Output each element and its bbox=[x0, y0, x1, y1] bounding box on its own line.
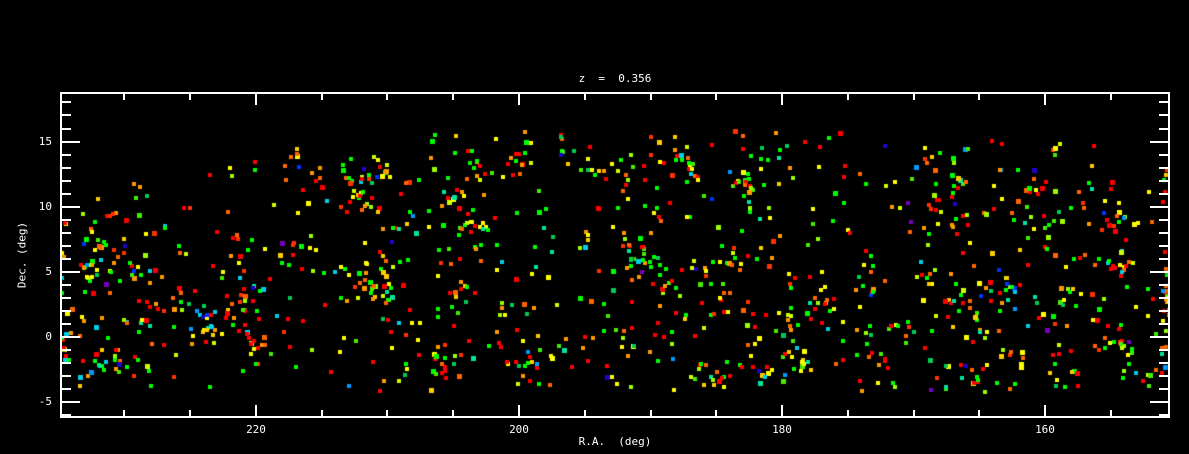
tick-mark bbox=[123, 94, 125, 100]
tick-mark bbox=[847, 94, 849, 100]
tick-mark bbox=[518, 94, 520, 105]
chart-title: z = 0.356 bbox=[578, 72, 652, 85]
tick-mark bbox=[1159, 180, 1168, 182]
tick-mark bbox=[781, 94, 783, 105]
tick-mark bbox=[584, 410, 586, 416]
tick-mark bbox=[847, 410, 849, 416]
y-tick-label: 0 bbox=[45, 330, 52, 343]
tick-mark bbox=[1159, 114, 1168, 116]
tick-mark bbox=[1110, 94, 1112, 100]
tick-mark bbox=[1159, 362, 1168, 364]
tick-mark bbox=[62, 219, 71, 221]
tick-mark bbox=[62, 245, 71, 247]
tick-mark bbox=[189, 410, 191, 416]
tick-mark bbox=[1159, 388, 1168, 390]
tick-mark bbox=[1110, 410, 1112, 416]
tick-mark bbox=[123, 410, 125, 416]
tick-mark bbox=[62, 414, 71, 416]
tick-mark bbox=[189, 94, 191, 100]
tick-mark bbox=[62, 388, 71, 390]
x-tick-label: 180 bbox=[772, 423, 792, 436]
tick-mark bbox=[1150, 336, 1168, 338]
tick-mark bbox=[518, 405, 520, 416]
tick-mark bbox=[1159, 245, 1168, 247]
tick-mark bbox=[255, 405, 257, 416]
tick-mark bbox=[1159, 193, 1168, 195]
tick-mark bbox=[715, 410, 717, 416]
tick-mark bbox=[62, 297, 71, 299]
tick-mark bbox=[62, 349, 71, 351]
tick-mark bbox=[1159, 167, 1168, 169]
tick-mark bbox=[1159, 101, 1168, 103]
y-tick-label: 15 bbox=[38, 135, 52, 148]
tick-mark bbox=[62, 167, 71, 169]
tick-mark bbox=[978, 94, 980, 100]
plot-area bbox=[60, 92, 1170, 418]
tick-mark bbox=[1159, 310, 1168, 312]
tick-mark bbox=[255, 94, 257, 105]
tick-mark bbox=[62, 323, 71, 325]
x-tick-label: 220 bbox=[246, 423, 266, 436]
tick-mark bbox=[1159, 323, 1168, 325]
tick-mark bbox=[62, 336, 80, 338]
tick-mark bbox=[781, 405, 783, 416]
tick-mark bbox=[1150, 206, 1168, 208]
tick-mark bbox=[62, 154, 71, 156]
y-tick-label: 10 bbox=[38, 200, 52, 213]
tick-mark bbox=[1159, 154, 1168, 156]
tick-mark bbox=[1044, 94, 1046, 105]
tick-mark bbox=[62, 362, 71, 364]
y-axis-title: Dec. (deg) bbox=[15, 221, 29, 289]
tick-mark bbox=[62, 375, 71, 377]
tick-mark bbox=[715, 94, 717, 100]
tick-mark bbox=[1159, 375, 1168, 377]
tick-mark bbox=[321, 94, 323, 100]
tick-mark bbox=[1159, 232, 1168, 234]
tick-mark bbox=[1044, 405, 1046, 416]
tick-mark bbox=[62, 141, 80, 143]
tick-mark bbox=[1159, 128, 1168, 130]
tick-mark bbox=[1159, 297, 1168, 299]
tick-mark bbox=[62, 258, 71, 260]
tick-mark bbox=[1150, 141, 1168, 143]
tick-mark bbox=[62, 114, 71, 116]
tick-mark bbox=[62, 101, 71, 103]
tick-mark bbox=[62, 271, 80, 273]
tick-mark bbox=[1150, 401, 1168, 403]
tick-mark bbox=[1159, 349, 1168, 351]
tick-mark bbox=[62, 401, 80, 403]
tick-mark bbox=[386, 410, 388, 416]
tick-mark bbox=[321, 410, 323, 416]
tick-mark bbox=[62, 310, 71, 312]
tick-mark bbox=[913, 94, 915, 100]
x-tick-label: 160 bbox=[1035, 423, 1055, 436]
tick-mark bbox=[584, 94, 586, 100]
tick-mark bbox=[62, 232, 71, 234]
tick-mark bbox=[452, 94, 454, 100]
tick-mark bbox=[62, 206, 80, 208]
tick-mark bbox=[1159, 414, 1168, 416]
tick-mark bbox=[386, 94, 388, 100]
tick-mark bbox=[1159, 258, 1168, 260]
tick-mark bbox=[62, 193, 71, 195]
tick-mark bbox=[62, 284, 71, 286]
tick-mark bbox=[978, 410, 980, 416]
y-tick-label: 5 bbox=[45, 265, 52, 278]
x-tick-label: 200 bbox=[509, 423, 529, 436]
tick-mark bbox=[62, 128, 71, 130]
tick-mark bbox=[1150, 271, 1168, 273]
tick-mark bbox=[913, 410, 915, 416]
tick-mark bbox=[62, 180, 71, 182]
tick-mark bbox=[650, 410, 652, 416]
tick-mark bbox=[650, 94, 652, 100]
tick-mark bbox=[1159, 284, 1168, 286]
tick-mark bbox=[1159, 219, 1168, 221]
y-tick-label: -5 bbox=[38, 395, 52, 408]
tick-mark bbox=[452, 410, 454, 416]
x-axis-title: R.A. (deg) bbox=[578, 435, 652, 448]
